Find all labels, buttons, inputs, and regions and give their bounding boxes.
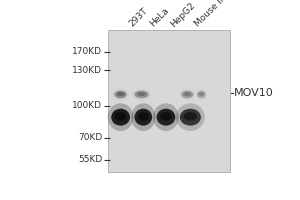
Bar xyxy=(108,30,230,172)
Ellipse shape xyxy=(195,88,208,101)
Ellipse shape xyxy=(117,92,124,96)
Text: HepG2: HepG2 xyxy=(169,1,197,29)
Text: MOV10: MOV10 xyxy=(234,88,274,98)
Text: 55KD: 55KD xyxy=(78,155,102,164)
Text: 100KD: 100KD xyxy=(72,101,102,110)
Text: HeLa: HeLa xyxy=(148,6,171,29)
Ellipse shape xyxy=(160,112,172,121)
Ellipse shape xyxy=(180,109,201,126)
Ellipse shape xyxy=(138,112,149,121)
Ellipse shape xyxy=(199,92,204,96)
Ellipse shape xyxy=(132,88,152,101)
Ellipse shape xyxy=(134,91,149,98)
Ellipse shape xyxy=(111,109,130,126)
Ellipse shape xyxy=(131,103,155,131)
Ellipse shape xyxy=(157,109,175,126)
Ellipse shape xyxy=(176,103,205,131)
Ellipse shape xyxy=(179,88,196,101)
Ellipse shape xyxy=(108,103,134,131)
Ellipse shape xyxy=(112,88,129,101)
Ellipse shape xyxy=(115,112,127,121)
Text: 293T: 293T xyxy=(128,6,150,29)
Ellipse shape xyxy=(181,91,194,98)
Text: 130KD: 130KD xyxy=(72,66,102,75)
Ellipse shape xyxy=(134,109,152,126)
Ellipse shape xyxy=(137,92,146,96)
Ellipse shape xyxy=(115,91,127,98)
Ellipse shape xyxy=(184,92,191,96)
Ellipse shape xyxy=(197,91,206,98)
Ellipse shape xyxy=(184,112,197,121)
Text: Mouse liver: Mouse liver xyxy=(193,0,236,29)
Text: 170KD: 170KD xyxy=(72,47,102,56)
Ellipse shape xyxy=(153,103,179,131)
Text: 70KD: 70KD xyxy=(78,133,102,142)
